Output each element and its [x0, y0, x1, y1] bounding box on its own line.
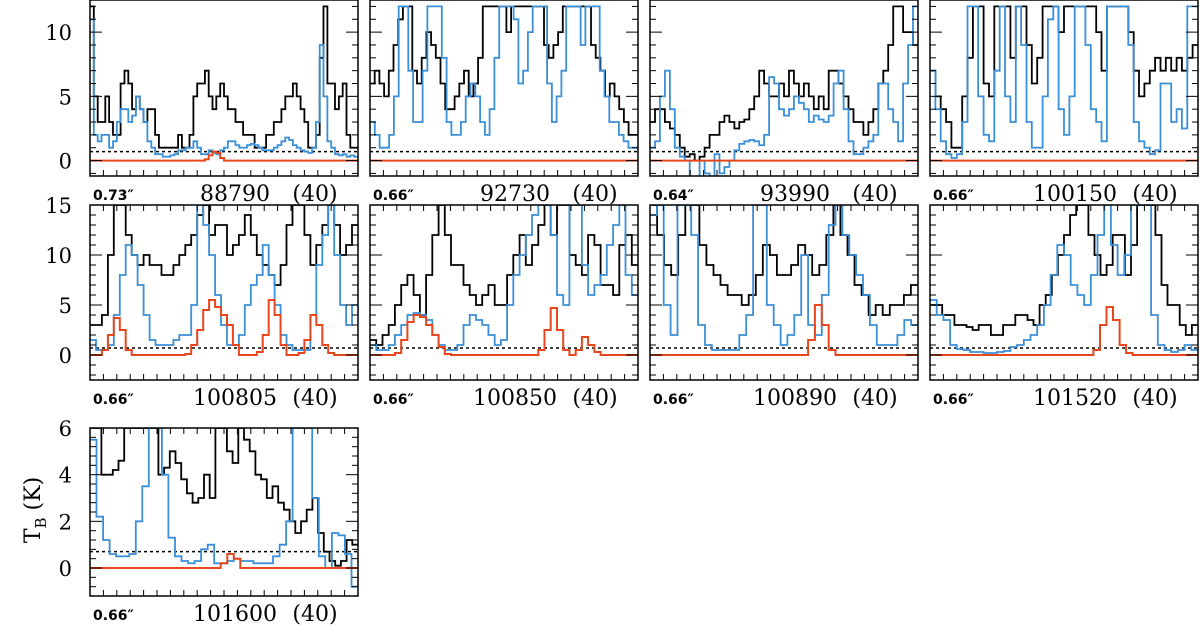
- observed-spectrum-line: [370, 5, 638, 136]
- transition-number-label: (40): [852, 182, 897, 207]
- y-axis-symbol: T: [21, 528, 46, 543]
- panel-5: 0 5 10 15 0.66″ 100805 (40): [45, 194, 359, 411]
- model-spectrum-line: [370, 205, 638, 351]
- model-spectrum-line: [370, 5, 638, 149]
- observed-spectrum-line: [90, 5, 358, 149]
- y-axis-unit: (K): [21, 477, 46, 518]
- y-tick-label: 2: [59, 510, 72, 534]
- y-tick-label: 0: [59, 150, 72, 174]
- panel-frame: [369, 204, 639, 381]
- species-model-line: [370, 307, 638, 356]
- panel-plot-area: [930, 5, 1198, 162]
- transition-number-label: (40): [572, 386, 617, 411]
- model-spectrum-line: [650, 5, 918, 176]
- panel-1: 0 5 10 0.73″ 88790 (40): [45, 0, 359, 207]
- panel-plot-area: [90, 5, 358, 162]
- beam-size-label: 0.64″: [653, 188, 694, 204]
- frequency-label: 88790: [200, 182, 270, 207]
- species-model-line: [90, 299, 358, 356]
- panel-7: 0.66″ 100890 (40): [649, 204, 919, 411]
- species-model-line: [650, 304, 918, 356]
- panel-plot-area: [370, 5, 638, 162]
- frequency-label: 101520: [1033, 386, 1117, 411]
- frequency-label: 100850: [473, 386, 557, 411]
- panel-plot-area: [650, 5, 918, 176]
- panel-8: 0.66″ 101520 (40): [929, 204, 1199, 411]
- panel-plot-area: [370, 205, 638, 356]
- panel-frame: [929, 204, 1199, 381]
- panel-plot-area: [90, 428, 358, 588]
- transition-number-label: (40): [1132, 386, 1177, 411]
- y-tick-label: 0: [59, 557, 72, 581]
- panel-plot-area: [930, 205, 1198, 356]
- panel-plot-area: [650, 205, 918, 356]
- frequency-label: 92730: [480, 182, 550, 207]
- model-spectrum-line: [650, 205, 918, 351]
- panels-group: 0 5 10 0.73″ 88790 (40) 0.66″ 92730 (40) 0.64″ 939…: [45, 0, 1199, 627]
- y-tick-label: 10: [45, 244, 72, 268]
- transition-number-label: (40): [292, 386, 337, 411]
- beam-size-label: 0.73″: [93, 188, 134, 204]
- beam-size-label: 0.66″: [653, 392, 694, 408]
- observed-spectrum-line: [930, 205, 1198, 336]
- panel-2: 0.66″ 92730 (40): [369, 0, 639, 207]
- model-spectrum-line: [90, 428, 358, 588]
- y-tick-label: 4: [59, 464, 72, 488]
- observed-spectrum-line: [90, 428, 358, 567]
- panel-9: 0 2 4 6 0.66″ 101600 (40): [59, 417, 359, 627]
- panel-3: 0.64″ 93990 (40): [649, 0, 919, 207]
- beam-size-label: 0.66″: [93, 608, 134, 624]
- transition-number-label: (40): [572, 182, 617, 207]
- panel-4: 0.66″ 100150 (40): [929, 0, 1199, 207]
- species-model-line: [90, 150, 358, 162]
- observed-spectrum-line: [370, 205, 638, 346]
- panel-plot-area: [90, 205, 358, 356]
- beam-size-label: 0.66″: [933, 392, 974, 408]
- y-tick-label: 6: [59, 417, 72, 441]
- panel-6: 0.66″ 100850 (40): [369, 204, 639, 411]
- y-tick-label: 0: [59, 344, 72, 368]
- y-axis-subscript: B: [32, 517, 50, 528]
- frequency-label: 101600: [193, 602, 277, 627]
- panel-frame: [369, 0, 639, 177]
- y-tick-label: 5: [59, 85, 72, 109]
- species-model-line: [90, 553, 358, 569]
- transition-number-label: (40): [852, 386, 897, 411]
- model-spectrum-line: [90, 205, 358, 351]
- beam-size-label: 0.66″: [93, 392, 134, 408]
- y-tick-label: 10: [45, 21, 72, 45]
- panel-frame: [649, 204, 919, 381]
- frequency-label: 100805: [193, 386, 277, 411]
- frequency-label: 93990: [760, 182, 830, 207]
- beam-size-label: 0.66″: [373, 188, 414, 204]
- beam-size-label: 0.66″: [373, 392, 414, 408]
- y-axis-title: TB (K): [21, 477, 50, 543]
- frequency-label: 100150: [1033, 182, 1117, 207]
- species-model-line: [930, 306, 1198, 356]
- y-tick-label: 15: [45, 194, 72, 218]
- beam-size-label: 0.66″: [933, 188, 974, 204]
- transition-number-label: (40): [292, 602, 337, 627]
- observed-spectrum-line: [650, 5, 918, 162]
- y-tick-label: 5: [59, 294, 72, 318]
- transition-number-label: (40): [1132, 182, 1177, 207]
- model-spectrum-line: [930, 5, 1198, 159]
- transition-number-label: (40): [292, 182, 337, 207]
- model-spectrum-line: [90, 18, 358, 158]
- frequency-label: 100890: [753, 386, 837, 411]
- model-spectrum-line: [930, 205, 1198, 354]
- observed-spectrum-line: [930, 5, 1198, 149]
- observed-spectrum-line: [650, 205, 918, 316]
- panel-frame: [89, 204, 359, 381]
